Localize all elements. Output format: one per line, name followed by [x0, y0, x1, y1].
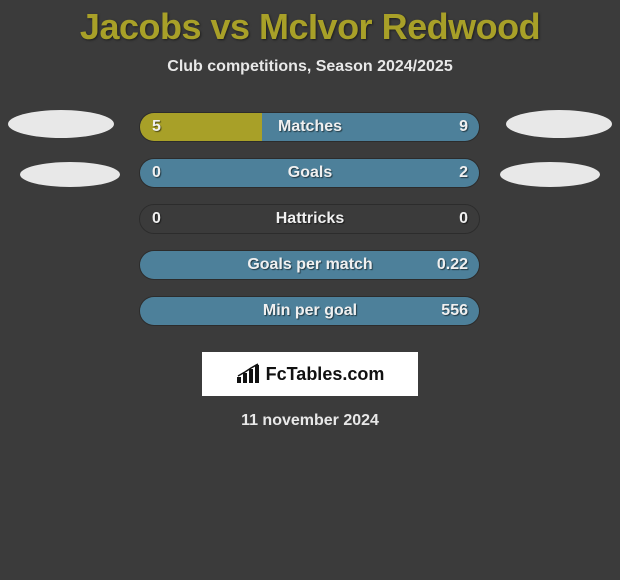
stat-bar [139, 250, 480, 280]
stat-row: Hattricks00 [0, 196, 620, 242]
bar-right-fill [140, 251, 479, 279]
stat-bar [139, 296, 480, 326]
page-title: Jacobs vs McIvor Redwood [0, 0, 620, 48]
logo-text: FcTables.com [266, 364, 385, 385]
logo-box: FcTables.com [202, 352, 418, 396]
bar-right-fill [140, 297, 479, 325]
stat-bar [139, 158, 480, 188]
stat-bar [139, 204, 480, 234]
player-oval [506, 110, 612, 138]
date-line: 11 november 2024 [0, 412, 620, 430]
player-oval [500, 162, 600, 187]
bar-left-fill [140, 113, 262, 141]
bar-right-fill [140, 159, 479, 187]
bar-right-fill [262, 113, 479, 141]
stats-container: Matches59Goals02Hattricks00Goals per mat… [0, 104, 620, 334]
stat-row: Min per goal556 [0, 288, 620, 334]
player-oval [8, 110, 114, 138]
bars-icon [236, 363, 262, 385]
stat-bar [139, 112, 480, 142]
player-oval [20, 162, 120, 187]
subtitle: Club competitions, Season 2024/2025 [0, 58, 620, 76]
stat-row: Goals per match0.22 [0, 242, 620, 288]
